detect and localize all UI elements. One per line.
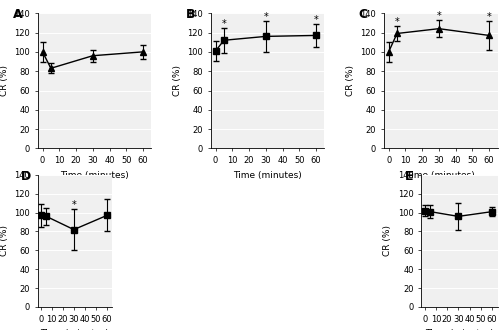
Text: *: * [436, 11, 442, 21]
Y-axis label: CR (%): CR (%) [172, 65, 182, 96]
Text: A: A [12, 8, 22, 21]
X-axis label: Time (minutes): Time (minutes) [40, 329, 110, 330]
Text: C: C [358, 8, 368, 21]
Y-axis label: CR (%): CR (%) [0, 65, 8, 96]
X-axis label: Time (minutes): Time (minutes) [406, 171, 475, 180]
Y-axis label: CR (%): CR (%) [0, 225, 8, 256]
Text: *: * [72, 200, 76, 210]
Text: E: E [404, 170, 413, 182]
X-axis label: Time (minutes): Time (minutes) [233, 171, 302, 180]
Text: *: * [314, 15, 318, 25]
X-axis label: Time (minutes): Time (minutes) [60, 171, 129, 180]
Text: *: * [487, 12, 492, 22]
X-axis label: Time (minutes): Time (minutes) [425, 329, 494, 330]
Text: *: * [48, 65, 54, 75]
Text: *: * [264, 12, 268, 22]
Text: *: * [394, 17, 400, 27]
Text: D: D [21, 170, 32, 182]
Y-axis label: CR (%): CR (%) [384, 225, 392, 256]
Y-axis label: CR (%): CR (%) [346, 65, 354, 96]
Text: *: * [222, 19, 226, 29]
Text: B: B [186, 8, 195, 21]
